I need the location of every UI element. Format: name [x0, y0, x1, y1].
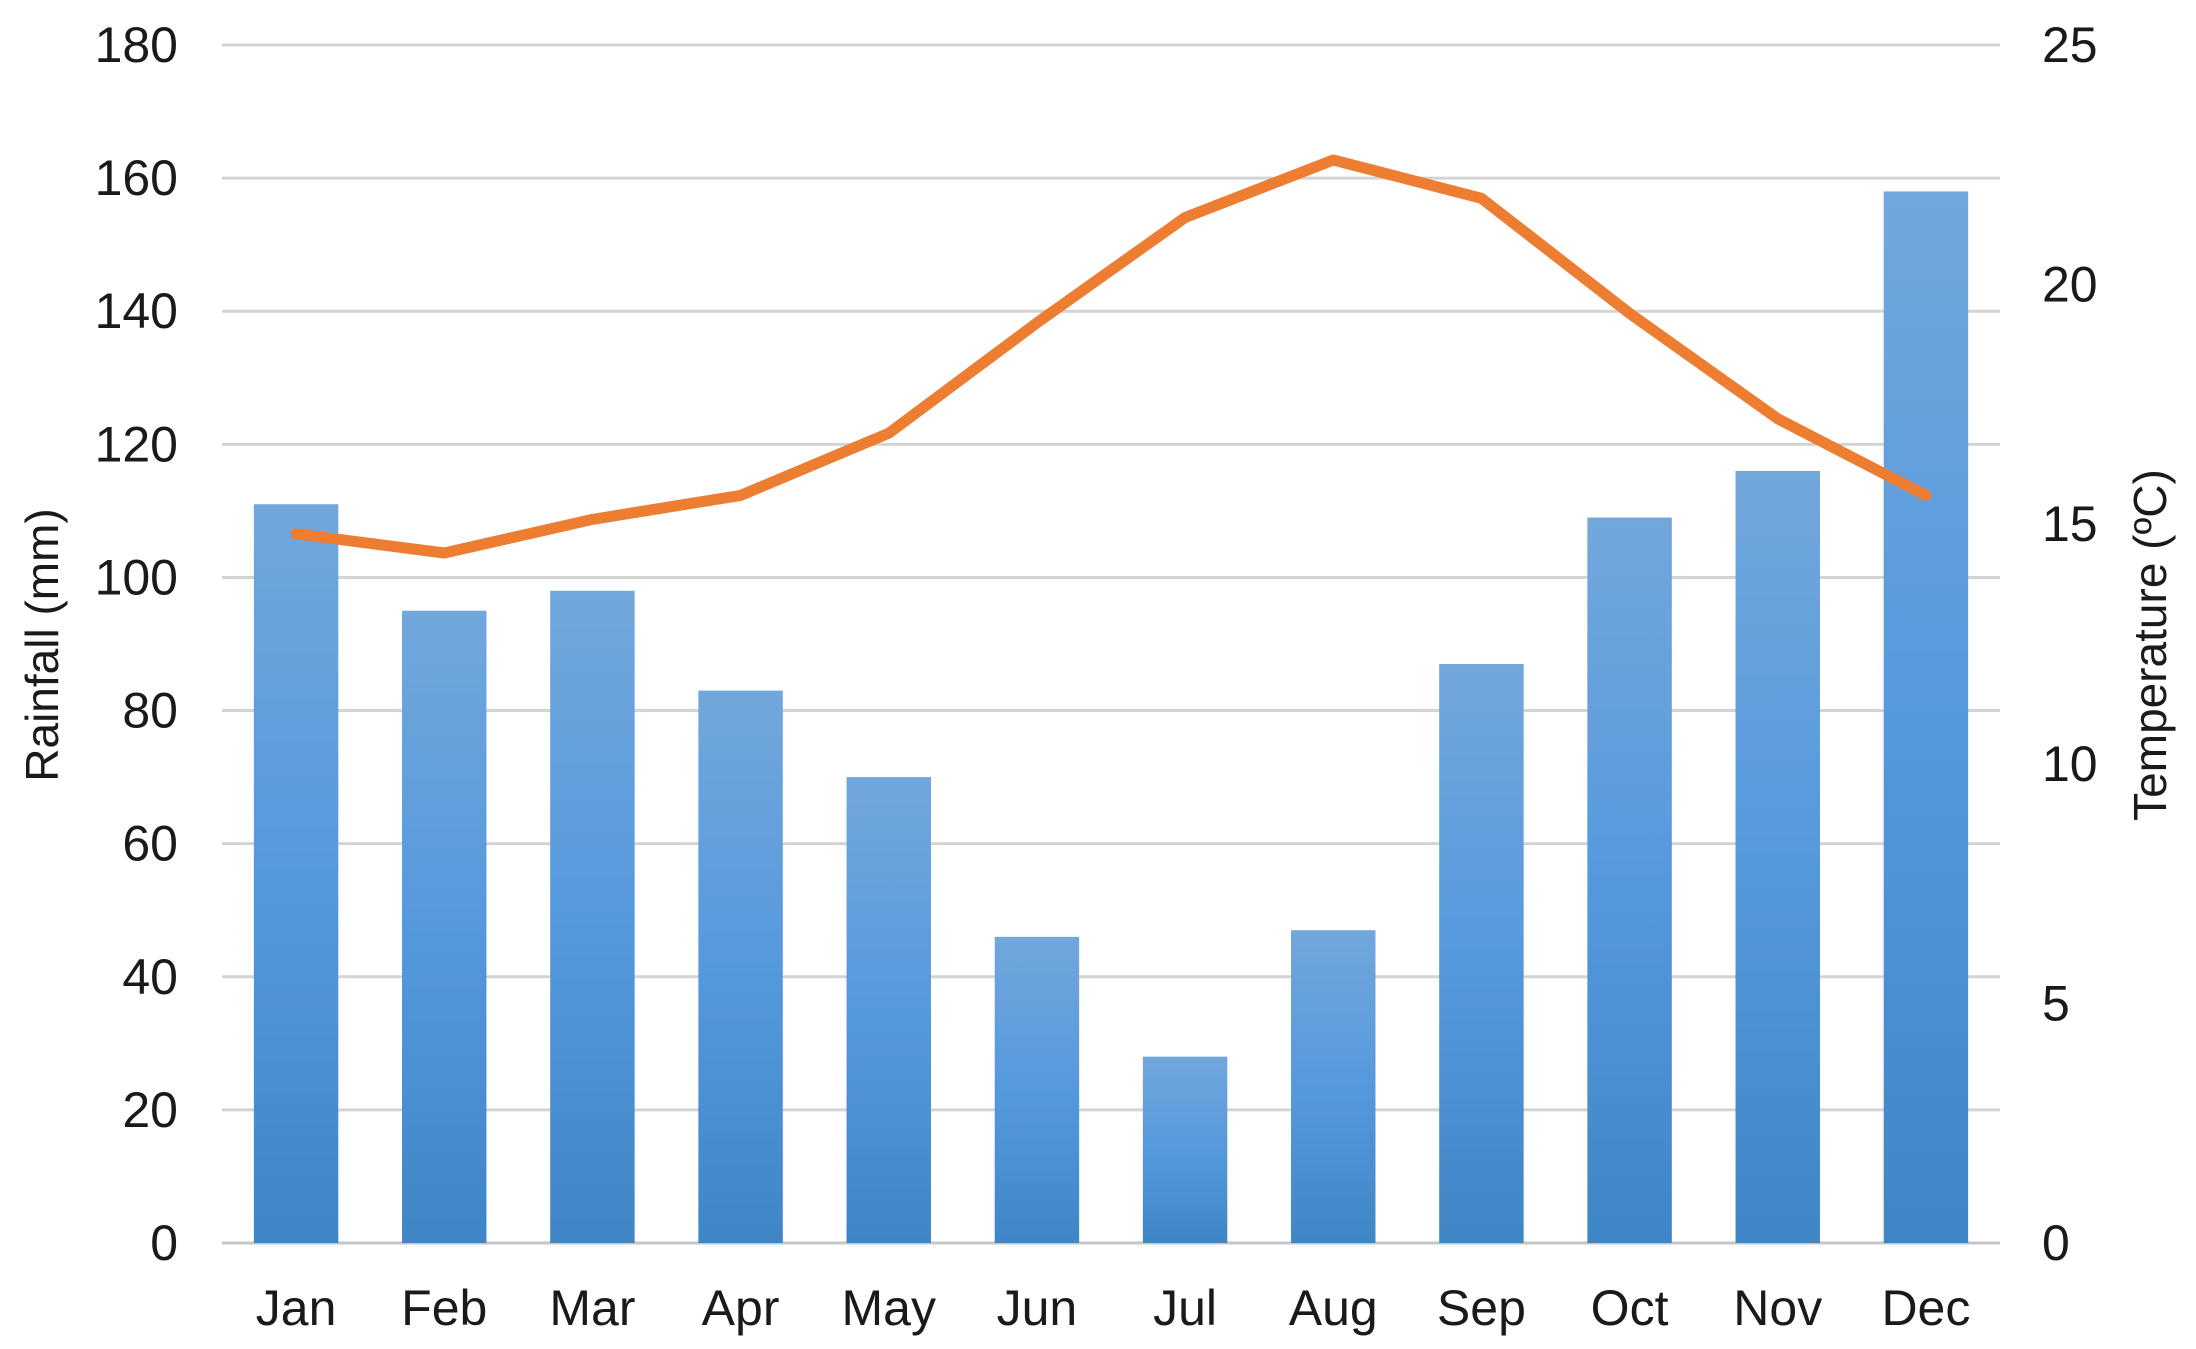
- rainfall-bar: [994, 936, 1080, 1243]
- left-tick-label: 60: [122, 816, 178, 872]
- rainfall-bar: [1142, 1056, 1228, 1243]
- left-tick-label: 80: [122, 683, 178, 739]
- x-axis: Jan Feb Mar Apr May Jun Jul Aug Sep Oct Nov Dec: [256, 1280, 1971, 1336]
- right-tick-label: 5: [2042, 975, 2070, 1031]
- right-tick-label: 20: [2042, 257, 2098, 313]
- left-axis-title: Rainfall (mm): [16, 508, 68, 781]
- rainfall-bars: [253, 191, 1969, 1243]
- left-tick-label: 0: [150, 1215, 178, 1271]
- gridlines: [222, 43, 2000, 1245]
- right-tick-label: 15: [2042, 496, 2098, 552]
- rainfall-bar: [1883, 191, 1969, 1243]
- left-tick-label: 100: [95, 549, 178, 605]
- temperature-line: [290, 154, 1932, 559]
- right-tick-label: 0: [2042, 1215, 2070, 1271]
- x-tick-label: Aug: [1289, 1280, 1378, 1336]
- left-tick-label: 180: [95, 17, 178, 73]
- rainfall-bar: [402, 610, 487, 1243]
- rainfall-bar: [1291, 930, 1376, 1243]
- rainfall-bar: [253, 504, 339, 1243]
- right-y-axis: 0 5 10 15 20 25: [2042, 17, 2098, 1271]
- x-tick-label: Oct: [1591, 1280, 1669, 1336]
- left-y-axis: 0 20 40 60 80 100 120 140 160 180: [95, 17, 178, 1271]
- temperature-line-group: [290, 154, 1932, 559]
- left-tick-label: 140: [95, 283, 178, 339]
- left-tick-label: 160: [95, 150, 178, 206]
- left-tick-label: 20: [122, 1082, 178, 1138]
- right-tick-label: 25: [2042, 17, 2098, 73]
- x-tick-label: Apr: [702, 1280, 780, 1336]
- x-tick-label: Mar: [549, 1280, 635, 1336]
- rainfall-bar: [550, 590, 635, 1243]
- x-tick-label: Nov: [1733, 1280, 1822, 1336]
- rainfall-bar: [698, 690, 783, 1243]
- x-tick-label: Jan: [256, 1280, 337, 1336]
- rainfall-bar: [846, 777, 931, 1243]
- x-tick-label: Jun: [997, 1280, 1078, 1336]
- rainfall-bar: [1439, 663, 1524, 1243]
- left-tick-label: 40: [122, 949, 178, 1005]
- x-tick-label: Feb: [401, 1280, 487, 1336]
- rainfall-bar: [1587, 517, 1672, 1243]
- right-tick-label: 10: [2042, 736, 2098, 792]
- right-axis-title: Temperature (ºC): [2124, 469, 2176, 821]
- rainfall-bar: [1735, 470, 1820, 1243]
- left-tick-label: 120: [95, 416, 178, 472]
- x-tick-label: Sep: [1437, 1280, 1526, 1336]
- x-tick-label: Jul: [1153, 1280, 1217, 1336]
- x-tick-label: Dec: [1881, 1280, 1970, 1336]
- x-tick-label: May: [842, 1280, 936, 1336]
